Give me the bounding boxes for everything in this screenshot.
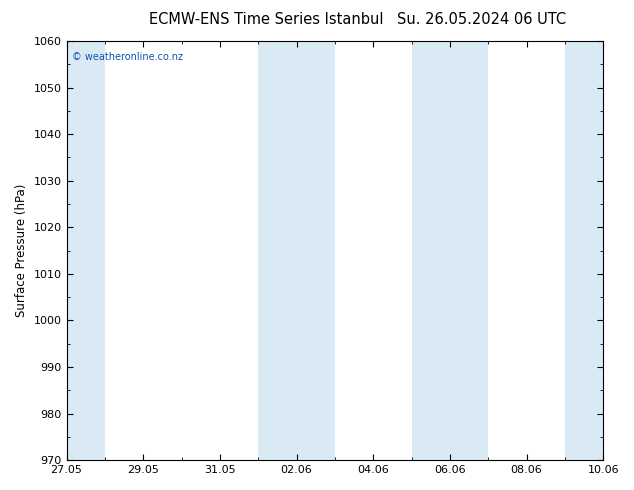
Y-axis label: Surface Pressure (hPa): Surface Pressure (hPa) <box>15 184 28 318</box>
Bar <box>565 41 603 460</box>
Text: Su. 26.05.2024 06 UTC: Su. 26.05.2024 06 UTC <box>398 12 566 27</box>
Bar <box>67 41 105 460</box>
Text: ECMW-ENS Time Series Istanbul: ECMW-ENS Time Series Istanbul <box>149 12 384 27</box>
Bar <box>258 41 335 460</box>
Bar <box>411 41 488 460</box>
Text: © weatheronline.co.nz: © weatheronline.co.nz <box>72 51 183 62</box>
